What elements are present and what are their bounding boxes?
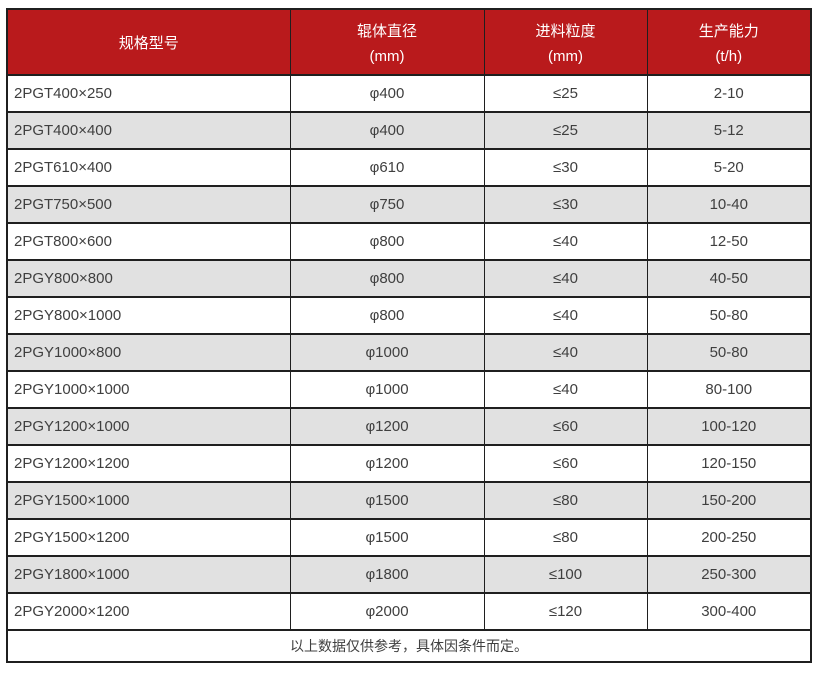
cell-model: 2PGY1000×1000 [6, 370, 291, 409]
cell-roller-diameter: φ400 [289, 111, 485, 150]
cell-roller-diameter: φ1000 [289, 370, 485, 409]
column-header-unit: (t/h) [715, 47, 743, 65]
cell-roller-diameter: φ750 [289, 185, 485, 224]
cell-feed-size: ≤30 [483, 185, 648, 224]
cell-roller-diameter: φ1200 [289, 444, 485, 483]
cell-model: 2PGT800×600 [6, 222, 291, 261]
cell-model: 2PGY1800×1000 [6, 555, 291, 594]
column-header-label: 进料粒度 [535, 22, 596, 40]
cell-capacity: 50-80 [646, 333, 812, 372]
column-header-roller-diameter: 辊体直径 (mm) [289, 8, 485, 76]
cell-feed-size: ≤100 [483, 555, 648, 594]
table-body: 2PGT400×250 φ400 ≤25 2-10 2PGT400×400 φ4… [6, 74, 812, 631]
table-row: 2PGY1500×1200 φ1500 ≤80 200-250 [6, 518, 812, 557]
cell-model: 2PGT400×250 [6, 74, 291, 113]
cell-capacity: 100-120 [646, 407, 812, 446]
cell-capacity: 5-12 [646, 111, 812, 150]
cell-model: 2PGY800×800 [6, 259, 291, 298]
cell-feed-size: ≤25 [483, 111, 648, 150]
cell-roller-diameter: φ400 [289, 74, 485, 113]
cell-capacity: 150-200 [646, 481, 812, 520]
cell-feed-size: ≤40 [483, 296, 648, 335]
table-row: 2PGT800×600 φ800 ≤40 12-50 [6, 222, 812, 261]
cell-capacity: 2-10 [646, 74, 812, 113]
cell-model: 2PGT750×500 [6, 185, 291, 224]
cell-feed-size: ≤80 [483, 518, 648, 557]
cell-feed-size: ≤40 [483, 259, 648, 298]
cell-feed-size: ≤30 [483, 148, 648, 187]
footer-row: 以上数据仅供参考，具体因条件而定。 [6, 629, 812, 663]
cell-model: 2PGY1500×1000 [6, 481, 291, 520]
cell-roller-diameter: φ1500 [289, 481, 485, 520]
table-row: 2PGY1200×1000 φ1200 ≤60 100-120 [6, 407, 812, 446]
table-row: 2PGY1500×1000 φ1500 ≤80 150-200 [6, 481, 812, 520]
table-row: 2PGY800×1000 φ800 ≤40 50-80 [6, 296, 812, 335]
cell-roller-diameter: φ800 [289, 296, 485, 335]
cell-roller-diameter: φ800 [289, 259, 485, 298]
cell-feed-size: ≤80 [483, 481, 648, 520]
cell-feed-size: ≤60 [483, 444, 648, 483]
cell-model: 2PGT610×400 [6, 148, 291, 187]
cell-model: 2PGY2000×1200 [6, 592, 291, 631]
cell-roller-diameter: φ1500 [289, 518, 485, 557]
spec-table-page: 规格型号 辊体直径 (mm) 进料粒度 (mm) 生产能力 (t/h) [6, 8, 812, 663]
cell-feed-size: ≤40 [483, 222, 648, 261]
column-header-capacity: 生产能力 (t/h) [646, 8, 812, 76]
cell-capacity: 120-150 [646, 444, 812, 483]
header-row: 规格型号 辊体直径 (mm) 进料粒度 (mm) 生产能力 (t/h) [6, 8, 812, 76]
cell-roller-diameter: φ1000 [289, 333, 485, 372]
column-header-label: 规格型号 [118, 34, 179, 52]
table-row: 2PGT610×400 φ610 ≤30 5-20 [6, 148, 812, 187]
column-header-label: 辊体直径 [356, 22, 417, 40]
cell-feed-size: ≤40 [483, 333, 648, 372]
cell-feed-size: ≤25 [483, 74, 648, 113]
table-row: 2PGY1000×1000 φ1000 ≤40 80-100 [6, 370, 812, 409]
cell-roller-diameter: φ800 [289, 222, 485, 261]
cell-capacity: 5-20 [646, 148, 812, 187]
table-row: 2PGY1200×1200 φ1200 ≤60 120-150 [6, 444, 812, 483]
table-row: 2PGT400×400 φ400 ≤25 5-12 [6, 111, 812, 150]
table-row: 2PGY1000×800 φ1000 ≤40 50-80 [6, 333, 812, 372]
table-row: 2PGY1800×1000 φ1800 ≤100 250-300 [6, 555, 812, 594]
cell-feed-size: ≤120 [483, 592, 648, 631]
cell-model: 2PGY1500×1200 [6, 518, 291, 557]
table-row: 2PGT750×500 φ750 ≤30 10-40 [6, 185, 812, 224]
table-footer: 以上数据仅供参考，具体因条件而定。 [6, 629, 812, 663]
cell-model: 2PGY1200×1200 [6, 444, 291, 483]
table-row: 2PGT400×250 φ400 ≤25 2-10 [6, 74, 812, 113]
cell-roller-diameter: φ610 [289, 148, 485, 187]
table-row: 2PGY2000×1200 φ2000 ≤120 300-400 [6, 592, 812, 631]
column-header-unit: (mm) [369, 47, 405, 65]
roller-crusher-spec-table: 规格型号 辊体直径 (mm) 进料粒度 (mm) 生产能力 (t/h) [6, 8, 812, 663]
cell-capacity: 300-400 [646, 592, 812, 631]
cell-capacity: 200-250 [646, 518, 812, 557]
cell-capacity: 50-80 [646, 296, 812, 335]
cell-feed-size: ≤60 [483, 407, 648, 446]
cell-feed-size: ≤40 [483, 370, 648, 409]
cell-roller-diameter: φ1200 [289, 407, 485, 446]
footer-note: 以上数据仅供参考，具体因条件而定。 [6, 629, 812, 663]
column-header-label: 生产能力 [698, 22, 759, 40]
cell-model: 2PGY800×1000 [6, 296, 291, 335]
cell-model: 2PGY1000×800 [6, 333, 291, 372]
cell-model: 2PGT400×400 [6, 111, 291, 150]
column-header-feed-size: 进料粒度 (mm) [483, 8, 648, 76]
cell-capacity: 12-50 [646, 222, 812, 261]
cell-roller-diameter: φ2000 [289, 592, 485, 631]
cell-capacity: 10-40 [646, 185, 812, 224]
table-header: 规格型号 辊体直径 (mm) 进料粒度 (mm) 生产能力 (t/h) [6, 8, 812, 76]
cell-roller-diameter: φ1800 [289, 555, 485, 594]
cell-capacity: 250-300 [646, 555, 812, 594]
cell-capacity: 40-50 [646, 259, 812, 298]
cell-model: 2PGY1200×1000 [6, 407, 291, 446]
column-header-model: 规格型号 [6, 8, 291, 76]
column-header-unit: (mm) [548, 47, 583, 65]
table-row: 2PGY800×800 φ800 ≤40 40-50 [6, 259, 812, 298]
cell-capacity: 80-100 [646, 370, 812, 409]
